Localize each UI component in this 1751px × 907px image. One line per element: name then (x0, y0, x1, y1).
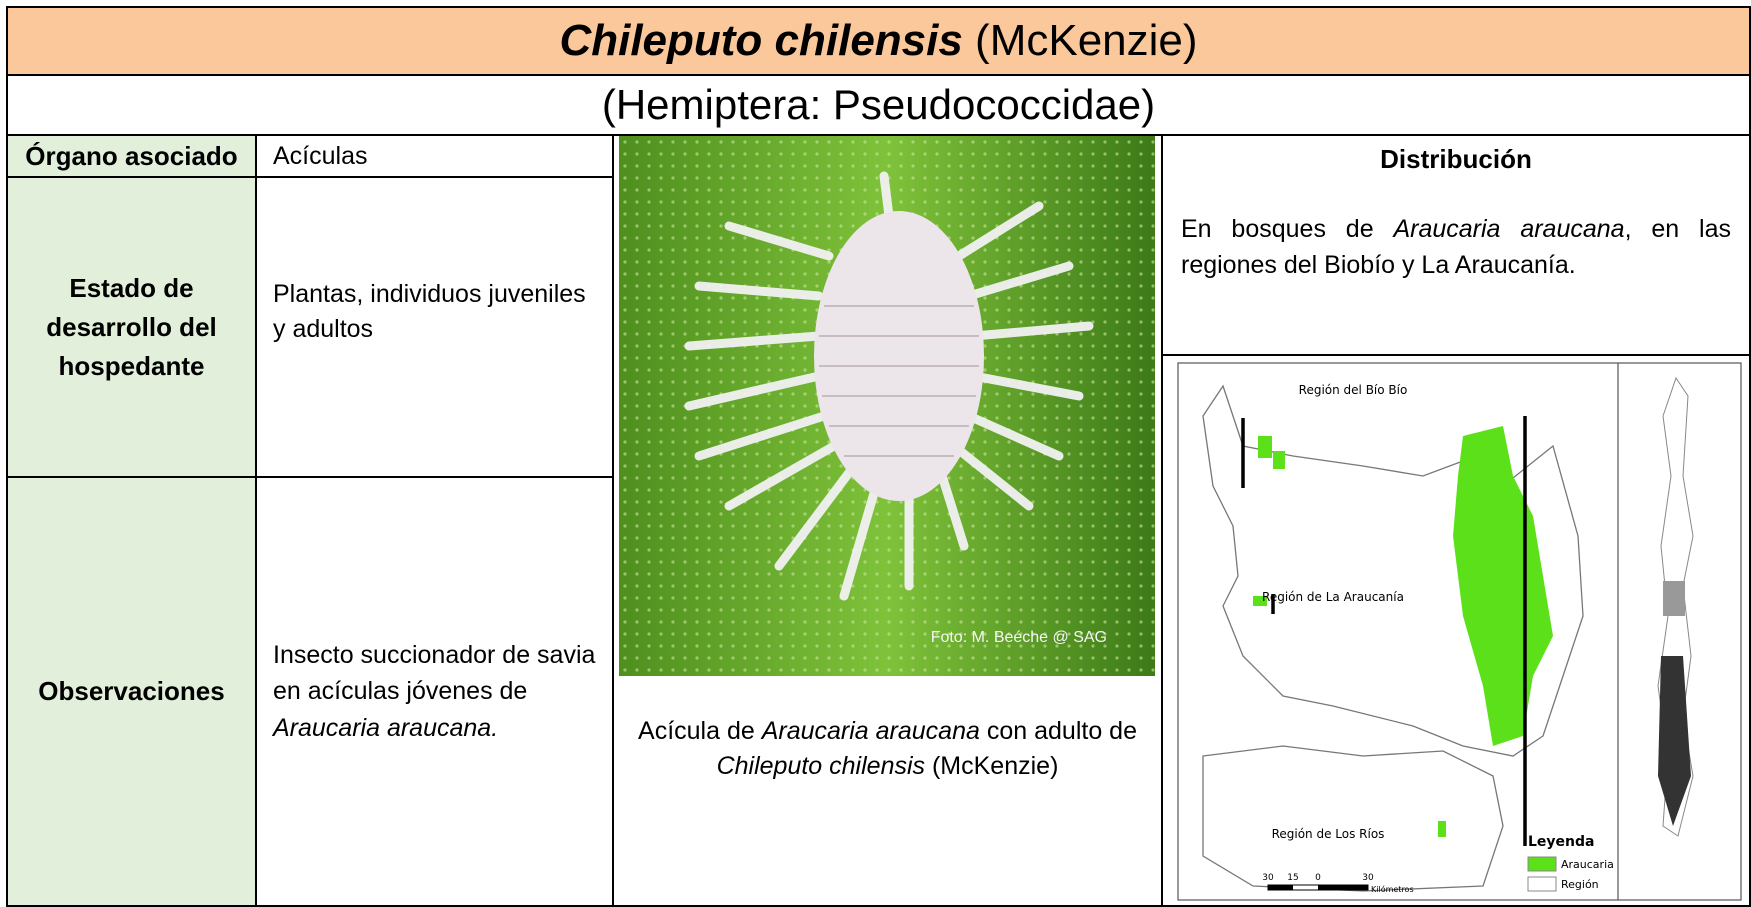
scale-tick: 30 (1362, 873, 1374, 883)
legend-item: Región (1561, 878, 1599, 891)
text: En bosques de (1181, 215, 1394, 243)
caption: Acícula de Araucaria araucana con adulto… (614, 714, 1161, 784)
caption-italic: Araucaria araucana (761, 717, 980, 745)
map-label: Región de Los Ríos (1272, 827, 1385, 841)
photo-credit: Foto: M. Beéche @ SAG (931, 629, 1107, 646)
scale-unit: Kilómetros (1371, 884, 1414, 894)
scale-tick: 0 (1315, 873, 1321, 883)
map-label: Región de La Araucanía (1262, 590, 1404, 604)
value-text: Plantas, individuos juveniles y adultos (273, 280, 586, 343)
caption-italic: Chileputo chilensis (716, 752, 926, 780)
value-text: Insecto succionador de savia en acículas… (273, 641, 596, 706)
row-value: Acículas (255, 134, 614, 178)
title-bar: Chileputo chilensis (McKenzie) (6, 6, 1751, 76)
photo: Foto: M. Beéche @ SAG (619, 136, 1155, 676)
map: Región del Bío Bío Región de La Araucaní… (1177, 362, 1742, 901)
label-text: Estado de desarrollo del hospedante (46, 272, 217, 381)
row-label: Órgano asociado (6, 134, 257, 178)
caption-text: (McKenzie) (925, 752, 1059, 780)
caption-text: con adulto de (979, 717, 1137, 745)
subtitle: (Hemiptera: Pseudococcidae) (6, 74, 1751, 136)
label-text: Órgano asociado (25, 140, 238, 171)
legend-title: Leyenda (1528, 834, 1594, 850)
species-name: Chileputo chilensis (559, 16, 963, 65)
legend-item: Araucaria (1561, 858, 1614, 871)
author: (McKenzie) (962, 16, 1198, 65)
photo-cell: Foto: M. Beéche @ SAG Acícula de Araucar… (612, 134, 1163, 907)
subtitle-text: (Hemiptera: Pseudococcidae) (601, 81, 1156, 128)
distribution: Distribución En bosques de Araucaria ara… (1161, 134, 1751, 356)
row-label: Observaciones (6, 476, 257, 907)
row-value: Insecto succionador de savia en acículas… (255, 476, 614, 907)
value-text: Acículas (273, 141, 368, 170)
row-value: Plantas, individuos juveniles y adultos (255, 176, 614, 478)
map-cell: Región del Bío Bío Región de La Araucaní… (1161, 354, 1751, 907)
scale-tick: 15 (1287, 873, 1298, 883)
value-italic: Araucaria araucana. (273, 713, 499, 742)
row-label: Estado de desarrollo del hospedante (6, 176, 257, 478)
scale-tick: 30 (1262, 873, 1274, 883)
distribution-text: En bosques de Araucaria araucana, en las… (1181, 211, 1731, 284)
distribution-heading: Distribución (1380, 144, 1532, 174)
map-label: Región del Bío Bío (1299, 383, 1408, 397)
text-italic: Araucaria araucana (1393, 215, 1625, 243)
text: , en las regiones del Biobío y La Arauca… (1181, 215, 1731, 280)
caption-text: Acícula de (638, 717, 762, 745)
label-text: Observaciones (38, 676, 225, 706)
